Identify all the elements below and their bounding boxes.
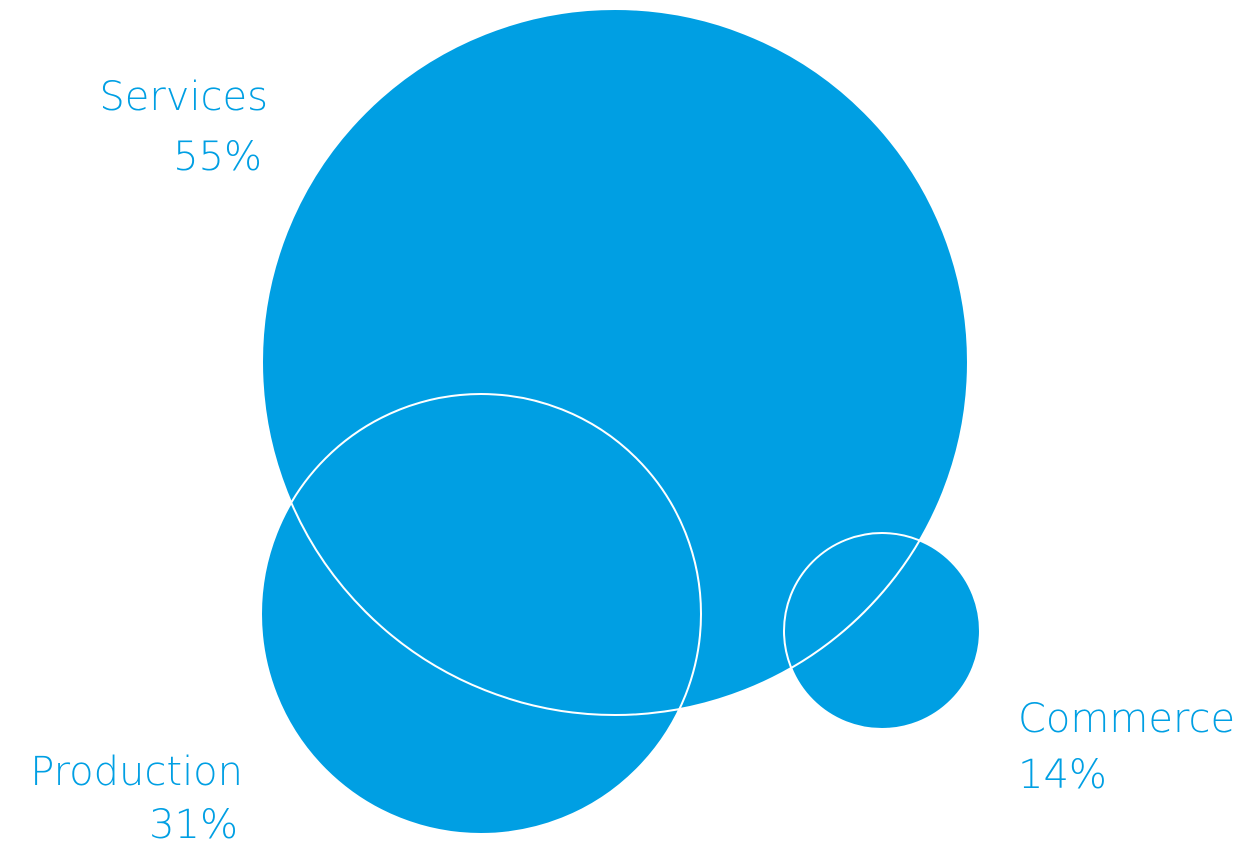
outline-commerce: [783, 532, 981, 730]
label-production-name: Production: [30, 749, 243, 795]
bubble-commerce: [784, 533, 980, 729]
outline-production: [260, 393, 702, 835]
label-commerce-value: 14%: [1018, 752, 1107, 798]
bubble-production: [261, 394, 701, 834]
label-production-value: 31%: [149, 802, 238, 846]
label-commerce-name: Commerce: [1018, 696, 1235, 742]
outline-services: [261, 8, 969, 716]
label-services-name: Services: [99, 74, 268, 120]
label-services-value: 55%: [173, 134, 262, 180]
